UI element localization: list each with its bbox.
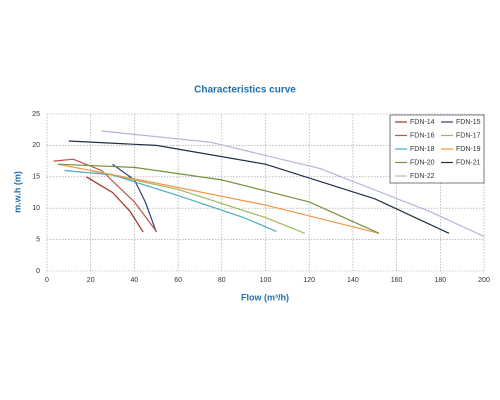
series-line bbox=[68, 140, 450, 234]
legend-label: FDN-18 bbox=[410, 146, 435, 153]
series-line bbox=[90, 169, 306, 234]
series-line bbox=[53, 158, 157, 232]
series-line bbox=[112, 163, 157, 233]
y-tick-label: 10 bbox=[32, 205, 40, 212]
y-tick-label: 15 bbox=[32, 174, 40, 181]
series-line bbox=[57, 163, 380, 234]
x-tick-label: 80 bbox=[218, 277, 226, 284]
legend-label: FDN-16 bbox=[410, 132, 435, 139]
x-tick-label: 200 bbox=[478, 277, 490, 284]
legend-label: FDN-21 bbox=[456, 159, 481, 166]
y-tick-label: 25 bbox=[32, 111, 40, 118]
series-line bbox=[64, 169, 277, 232]
y-tick-label: 5 bbox=[36, 236, 40, 243]
x-tick-label: 100 bbox=[260, 277, 272, 284]
legend-label: FDN-15 bbox=[456, 119, 481, 126]
legend-label: FDN-20 bbox=[410, 159, 435, 166]
x-tick-label: 120 bbox=[303, 277, 315, 284]
x-tick-label: 180 bbox=[434, 277, 446, 284]
x-tick-label: 160 bbox=[391, 277, 403, 284]
x-tick-label: 0 bbox=[45, 277, 49, 284]
x-tick-label: 60 bbox=[174, 277, 182, 284]
x-tick-label: 40 bbox=[131, 277, 139, 284]
y-tick-label: 20 bbox=[32, 142, 40, 149]
x-tick-label: 20 bbox=[87, 277, 95, 284]
legend-label: FDN-14 bbox=[410, 119, 435, 126]
series-line bbox=[57, 163, 380, 234]
legend-label: FDN-22 bbox=[410, 173, 435, 180]
legend-label: FDN-17 bbox=[456, 132, 481, 139]
series-line bbox=[101, 130, 485, 238]
legend-label: FDN-19 bbox=[456, 146, 481, 153]
x-tick-label: 140 bbox=[347, 277, 359, 284]
y-axis-label: m.w.h (m) bbox=[12, 171, 22, 213]
y-tick-label: 0 bbox=[36, 268, 40, 275]
x-axis-label: Flow (m³/h) bbox=[241, 292, 289, 302]
chart-title: Characteristics curve bbox=[194, 85, 296, 96]
series-line bbox=[85, 176, 144, 233]
